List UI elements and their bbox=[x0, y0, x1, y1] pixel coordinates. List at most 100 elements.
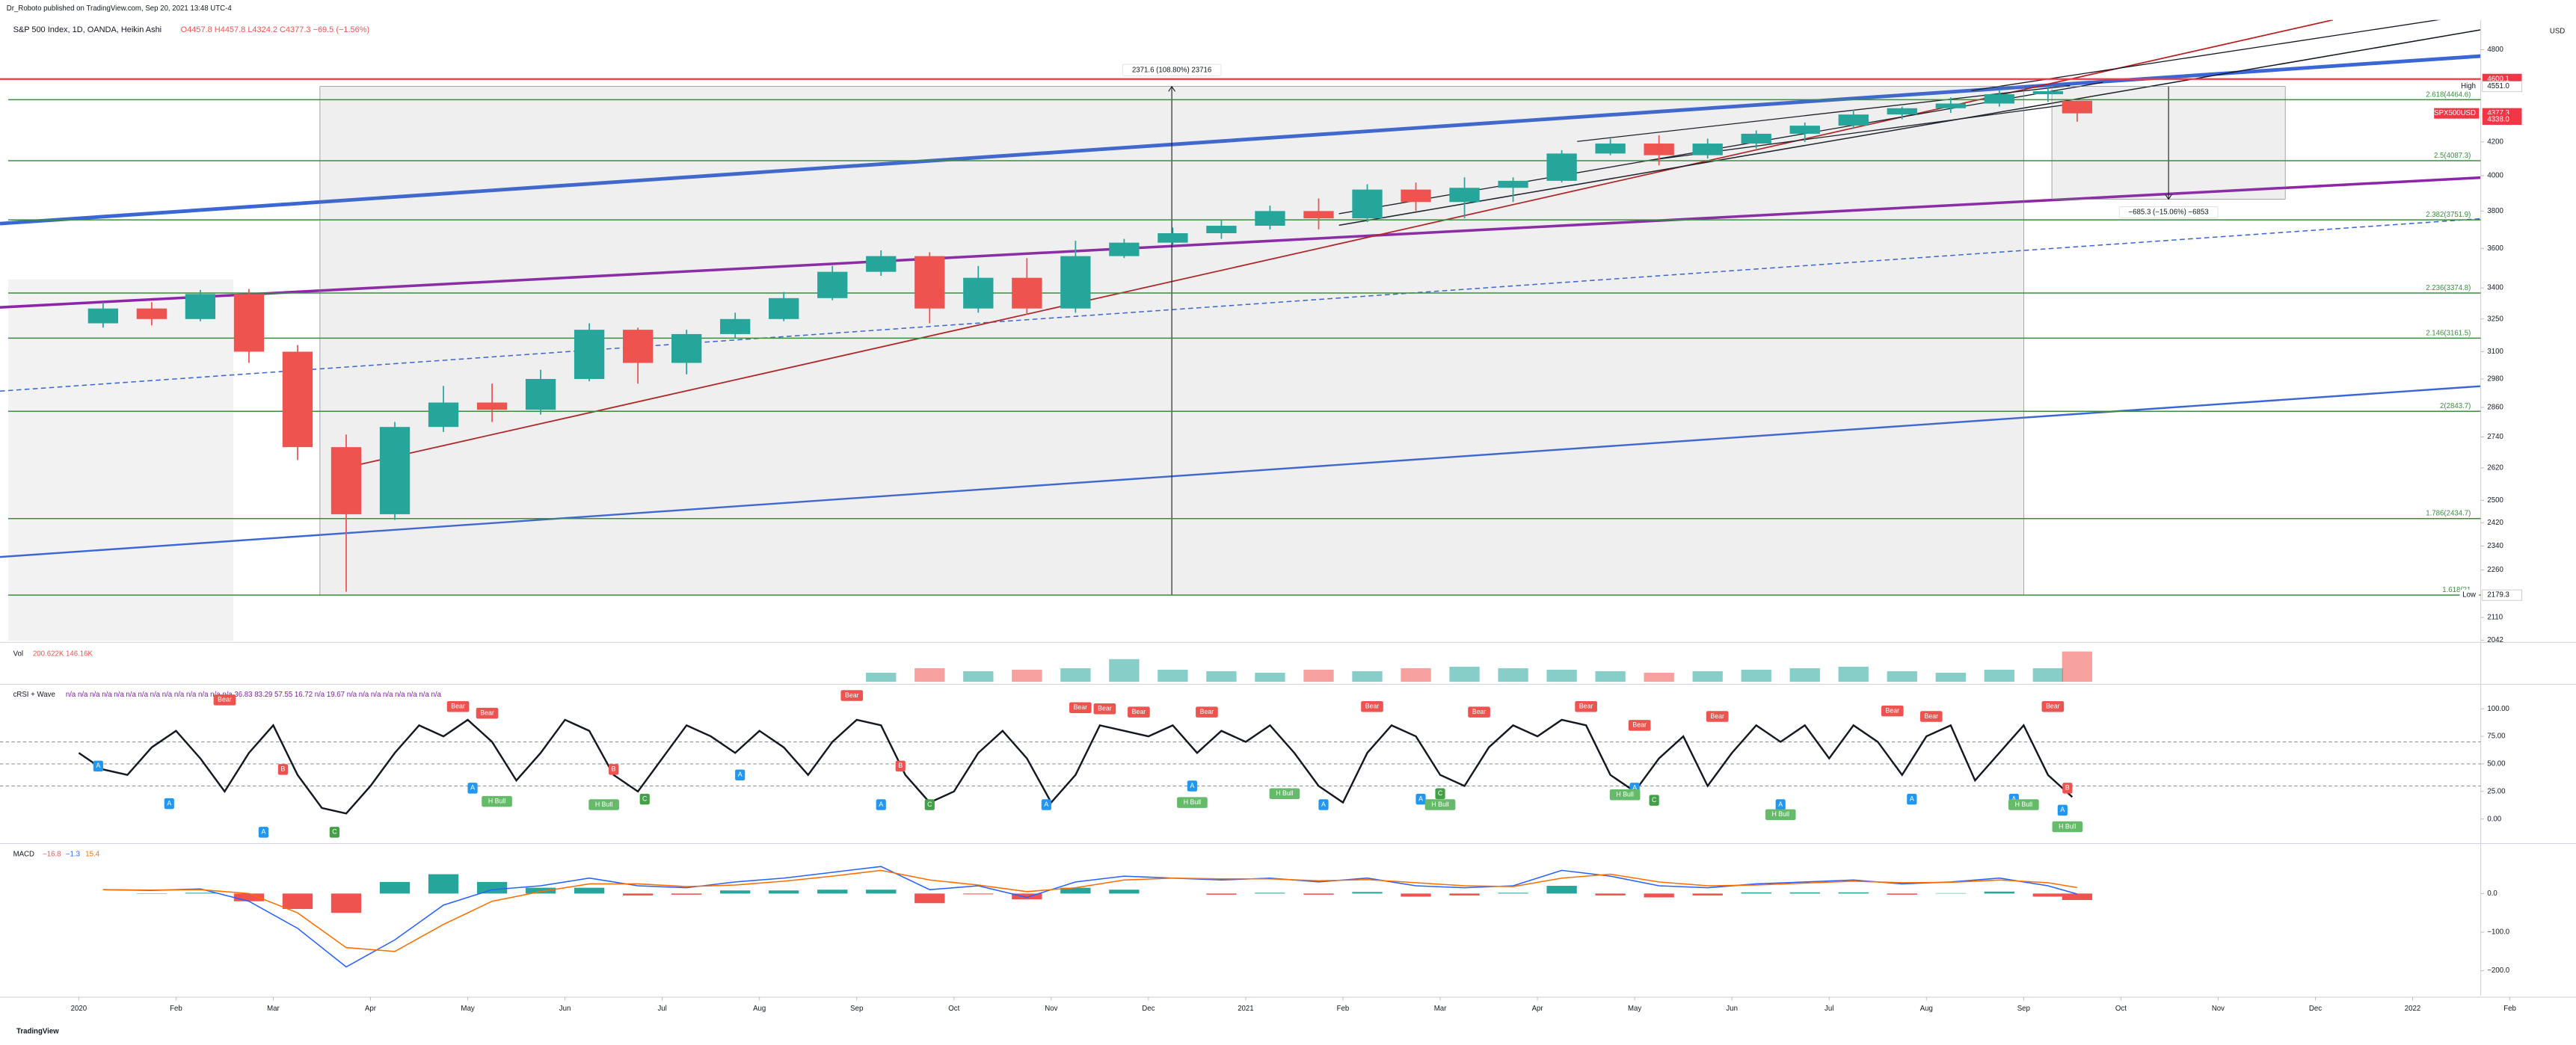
signal-badge bbox=[329, 827, 339, 838]
signal-label: A bbox=[96, 762, 100, 769]
signal-label: Bear bbox=[1200, 708, 1214, 715]
candle-body bbox=[1498, 180, 1528, 188]
signal-label: H Bull bbox=[1184, 798, 1201, 806]
histogram-bar bbox=[671, 893, 702, 895]
histogram-bar bbox=[1206, 893, 1237, 895]
histogram-bar bbox=[1838, 892, 1869, 894]
signal-badge bbox=[1907, 793, 1917, 805]
price-tag-bg bbox=[2459, 590, 2480, 601]
signal-label: Bear bbox=[218, 696, 232, 703]
volume-bar bbox=[1449, 666, 1480, 682]
volume-bar bbox=[2032, 668, 2064, 682]
price-badge bbox=[2482, 81, 2522, 93]
signal-label: C bbox=[927, 801, 932, 808]
signal-label: A bbox=[1418, 795, 1423, 802]
candle-body bbox=[574, 330, 605, 379]
signal-label: H Bull bbox=[1772, 810, 1789, 818]
candle-body bbox=[233, 294, 265, 352]
x-tick-label: Sep bbox=[2017, 1005, 2030, 1013]
candle-body bbox=[1887, 108, 1917, 115]
histogram-bar bbox=[866, 890, 897, 894]
candle-body bbox=[1838, 114, 1869, 126]
histogram-bar bbox=[476, 881, 508, 894]
signal-badge bbox=[840, 690, 864, 701]
fib-label: 2(2843.7) bbox=[2440, 402, 2471, 410]
y-tick-label: 2980 bbox=[2487, 375, 2503, 383]
fib-label: 1.786(2434.7) bbox=[2426, 510, 2471, 518]
y-tick-label: 2042 bbox=[2487, 636, 2503, 644]
volume-bar bbox=[1060, 668, 1091, 682]
candle-body bbox=[1984, 94, 2014, 104]
signal-badge bbox=[1628, 720, 1651, 731]
candle-body bbox=[1012, 277, 1042, 309]
y-tick-label: 3100 bbox=[2487, 348, 2503, 356]
y-tick-label: 2500 bbox=[2487, 496, 2503, 505]
signal-label: Bear bbox=[1098, 705, 1112, 712]
x-tick-label: 2020 bbox=[71, 1005, 87, 1013]
volume-bar bbox=[1692, 671, 1723, 682]
x-tick-label: Jun bbox=[559, 1005, 571, 1013]
x-tick-label: Feb bbox=[1337, 1005, 1350, 1013]
signal-badge bbox=[588, 799, 619, 810]
histogram-bar bbox=[914, 893, 945, 904]
histogram-bar bbox=[2032, 893, 2064, 897]
price-badge bbox=[2482, 114, 2522, 126]
volume-bar bbox=[1595, 671, 1626, 682]
signal-label: B bbox=[898, 762, 903, 769]
signal-label: H Bull bbox=[1616, 791, 1633, 798]
measure-label: −685.3 (−15.06%) −6853 bbox=[2129, 209, 2209, 217]
signal-badge bbox=[446, 701, 470, 712]
x-tick-label: Sep bbox=[850, 1005, 863, 1013]
signal-label: A bbox=[1321, 801, 1326, 808]
signal-label: H Bull bbox=[1431, 801, 1448, 808]
histogram-bar bbox=[1741, 892, 1771, 894]
y-tick-label: 3250 bbox=[2487, 315, 2503, 323]
signal-badge bbox=[1269, 788, 1300, 800]
signal-label: Bear bbox=[1632, 721, 1647, 729]
candle-body bbox=[136, 308, 167, 319]
candle-body bbox=[185, 294, 216, 319]
histogram-bar bbox=[282, 893, 313, 910]
price-tag-bg bbox=[2434, 108, 2480, 119]
macd-legend: −16.8 bbox=[43, 850, 61, 858]
signal-label: A bbox=[879, 801, 883, 808]
volume-title: Vol bbox=[13, 650, 23, 658]
signal-badge bbox=[258, 827, 269, 838]
signal-badge bbox=[482, 795, 512, 807]
signal-badge bbox=[164, 798, 174, 810]
fib-label: 2.146(3161.5) bbox=[2426, 329, 2471, 337]
signal-badge bbox=[1468, 706, 1490, 718]
volume-bar bbox=[1255, 672, 1285, 682]
x-tick-label: Dec bbox=[2309, 1005, 2322, 1013]
candle-body bbox=[671, 333, 702, 363]
candle-body bbox=[1401, 189, 1431, 203]
histogram-bar bbox=[574, 887, 605, 894]
x-tick-label: Feb bbox=[170, 1005, 182, 1013]
price-badge-label: 4551.0 bbox=[2487, 82, 2509, 90]
y-tick-label: 2260 bbox=[2487, 566, 2503, 574]
trend-line bbox=[0, 218, 2481, 392]
signal-label: A bbox=[1778, 801, 1783, 808]
series-line bbox=[102, 869, 2077, 952]
signal-badge bbox=[2008, 799, 2039, 810]
histogram-bar bbox=[1012, 893, 1042, 900]
signal-badge bbox=[1775, 799, 1786, 810]
volume-bar bbox=[1352, 671, 1383, 682]
candle-body bbox=[866, 256, 897, 272]
candle-body bbox=[87, 308, 119, 324]
signal-badge bbox=[1424, 799, 1456, 810]
signal-badge bbox=[1187, 780, 1198, 792]
histogram-bar bbox=[1449, 893, 1480, 896]
trend-line bbox=[1971, 19, 2441, 91]
signal-badge bbox=[1415, 793, 1426, 805]
y-tick-label: 75.00 bbox=[2487, 733, 2505, 741]
x-tick-label: Mar bbox=[1434, 1005, 1447, 1013]
candle-body bbox=[963, 277, 994, 309]
volume-bar bbox=[1644, 672, 1674, 682]
measure-label-bg bbox=[2118, 206, 2219, 219]
histogram-bar bbox=[1401, 893, 1431, 897]
volume-bar bbox=[1935, 672, 1966, 682]
signal-label: C bbox=[1652, 796, 1656, 804]
signal-label: Bear bbox=[1710, 712, 1724, 720]
